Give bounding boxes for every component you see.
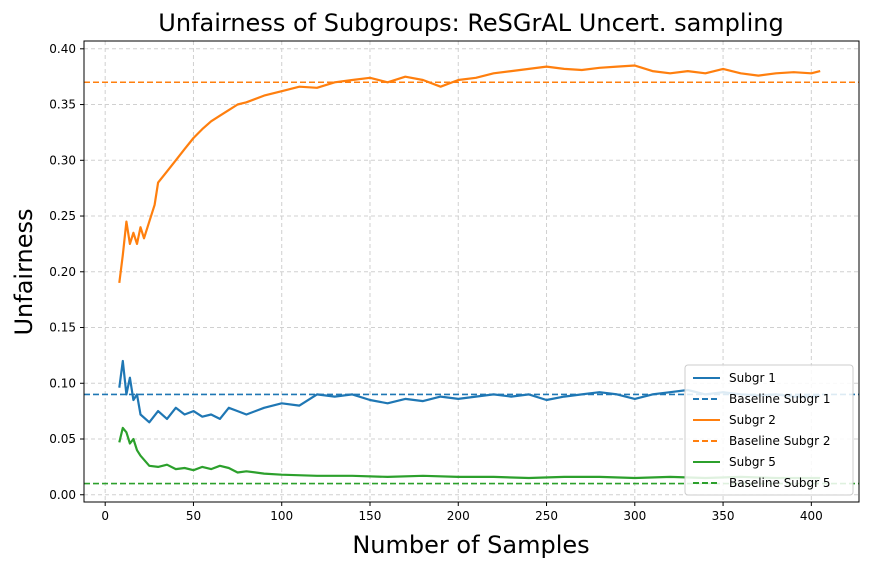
chart-title: Unfairness of Subgroups: ReSGrAL Uncert.… (158, 9, 783, 37)
legend-box (684, 364, 854, 496)
x-tick-label: 50 (186, 509, 201, 523)
legend-entry: Subgr 2 (729, 413, 776, 427)
y-tick-label: 0.10 (49, 376, 76, 390)
x-tick-label: 250 (535, 509, 558, 523)
y-tick-label: 0.15 (49, 321, 76, 335)
y-tick-label: 0.00 (49, 488, 76, 502)
x-tick-label: 150 (359, 509, 382, 523)
y-tick-label: 0.05 (49, 432, 76, 446)
legend: Subgr 1 Baseline Subgr 1 Subgr 2 Baseline S… (684, 364, 854, 496)
legend-entry: Baseline Subgr 5 (729, 476, 831, 490)
y-tick-label: 0.40 (49, 42, 76, 56)
y-axis: 0.00 0.05 0.10 0.15 0.20 0.25 0.30 0.35 0.40 (49, 42, 84, 502)
grid (84, 41, 859, 502)
y-tick-label: 0.20 (49, 265, 76, 279)
x-tick-label: 300 (623, 509, 646, 523)
plot-lines (84, 64, 859, 485)
x-tick-label: 200 (447, 509, 470, 523)
legend-entry: Subgr 1 (729, 371, 776, 385)
legend-entry: Subgr 5 (729, 455, 776, 469)
subgr-1-line (118, 359, 821, 424)
y-tick-label: 0.35 (49, 98, 76, 112)
x-tick-label: 100 (270, 509, 293, 523)
subgr-5-line (118, 426, 821, 480)
y-axis-label: Unfairness (10, 208, 38, 335)
y-tick-label: 0.30 (49, 153, 76, 167)
y-tick-label: 0.25 (49, 209, 76, 223)
x-tick-label: 0 (101, 509, 109, 523)
x-axis-label: Number of Samples (352, 531, 589, 559)
x-axis: 0 50 100 150 200 250 300 350 400 (101, 502, 823, 523)
legend-entry: Baseline Subgr 1 (729, 392, 831, 406)
x-tick-label: 400 (800, 509, 823, 523)
legend-entry: Baseline Subgr 2 (729, 434, 831, 448)
x-tick-label: 350 (712, 509, 735, 523)
subgr-2-line (118, 64, 821, 284)
